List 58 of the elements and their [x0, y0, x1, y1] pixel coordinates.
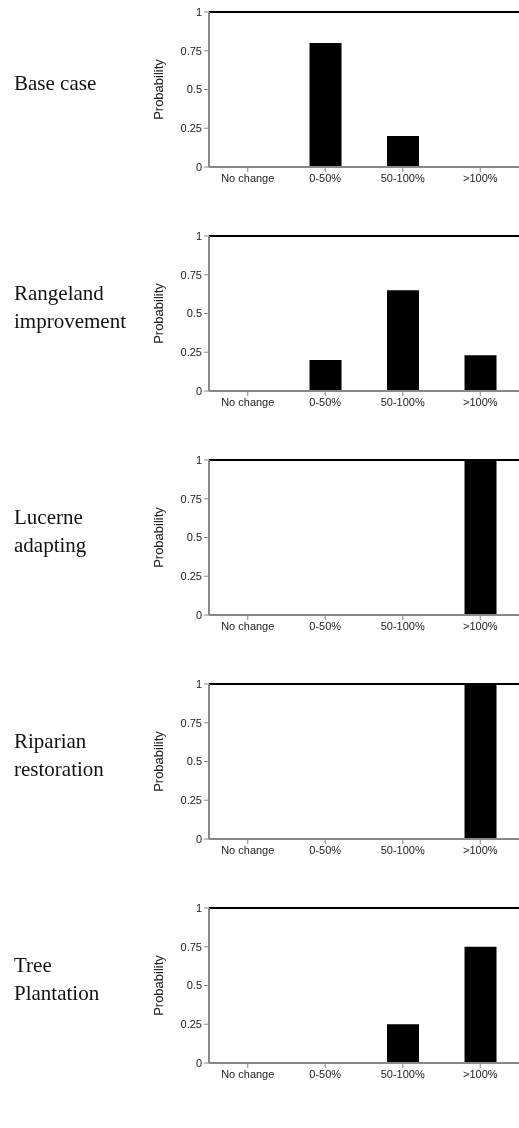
y-tick-label: 0.25 [180, 1018, 202, 1031]
text: Tree Plantation [14, 952, 100, 1005]
text: Riparian restoration [14, 728, 105, 781]
x-tick-label: >100% [462, 843, 498, 856]
y-tick-label: 0.75 [180, 268, 202, 281]
y-tick-label: 1 [195, 453, 202, 466]
y-tick-label: 0.25 [180, 346, 202, 359]
y-tick-label: 0.75 [180, 492, 202, 505]
y-tick-label: 0 [195, 608, 202, 621]
y-axis-title: Probability [150, 58, 166, 120]
y-axis-title: Probability [150, 730, 166, 792]
y-axis-title: Probability [150, 282, 166, 344]
x-tick-label: No change [221, 395, 275, 408]
x-tick-label: 0-50% [309, 619, 342, 632]
x-tick-label: >100% [462, 1067, 498, 1080]
x-tick-label: 0-50% [309, 171, 342, 184]
x-tick-label: 50-100% [380, 843, 425, 856]
y-tick-label: 1 [195, 5, 202, 18]
y-tick-label: 0 [195, 384, 202, 397]
x-tick-label: 50-100% [380, 171, 425, 184]
x-tick-label: >100% [462, 619, 498, 632]
x-tick-label: 0-50% [309, 1067, 342, 1080]
y-tick-label: 0 [195, 832, 202, 845]
y-tick-label: 0.5 [186, 307, 202, 320]
y-tick-label: 0.25 [180, 570, 202, 583]
y-tick-label: 0.25 [180, 794, 202, 807]
y-tick-label: 0 [195, 1056, 202, 1069]
x-tick-label: 50-100% [380, 395, 425, 408]
x-tick-label: 0-50% [309, 843, 342, 856]
text: Lucerne adapting [14, 504, 87, 557]
bar [309, 360, 342, 391]
x-tick-label: No change [221, 171, 275, 184]
y-tick-label: 1 [195, 901, 202, 914]
x-tick-label: 0-50% [309, 395, 342, 408]
y-tick-label: 0.75 [180, 716, 202, 729]
y-tick-label: 0 [195, 160, 202, 173]
x-tick-label: >100% [462, 171, 498, 184]
y-tick-label: 0.75 [180, 44, 202, 57]
y-tick-label: 0.5 [186, 979, 202, 992]
y-tick-label: 0.5 [186, 531, 202, 544]
y-tick-label: 1 [195, 677, 202, 690]
bar [387, 290, 419, 391]
y-tick-label: 1 [195, 229, 202, 242]
x-tick-label: 50-100% [380, 619, 425, 632]
y-axis-title: Probability [150, 954, 166, 1016]
y-tick-label: 0.75 [180, 940, 202, 953]
x-tick-label: >100% [462, 395, 498, 408]
text: Rangeland improvement [14, 280, 127, 333]
y-tick-label: 0.5 [186, 83, 202, 96]
text: Base case [14, 70, 97, 95]
x-tick-label: No change [221, 619, 275, 632]
x-tick-label: No change [221, 1067, 275, 1080]
y-tick-label: 0.5 [186, 755, 202, 768]
y-tick-label: 0.25 [180, 122, 202, 135]
y-axis-title: Probability [150, 506, 166, 568]
bar [464, 355, 497, 391]
x-tick-label: 50-100% [380, 1067, 425, 1080]
x-tick-label: No change [221, 843, 275, 856]
